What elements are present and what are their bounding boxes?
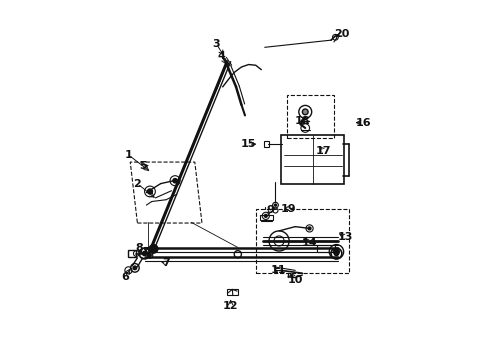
Text: 14: 14 [302, 238, 318, 248]
Bar [287, 95, 334, 138]
Circle shape [147, 189, 152, 194]
Text: 2: 2 [134, 179, 141, 189]
Text: 19: 19 [280, 204, 296, 214]
Circle shape [143, 251, 147, 256]
Text: 12: 12 [223, 301, 239, 311]
Circle shape [334, 251, 339, 256]
Text: 6: 6 [121, 272, 129, 282]
Circle shape [334, 249, 339, 255]
Text: 10: 10 [288, 275, 303, 285]
Text: 8: 8 [135, 243, 143, 253]
Text: 13: 13 [338, 232, 353, 242]
Text: 5: 5 [139, 161, 147, 171]
Text: 4: 4 [218, 51, 225, 61]
Text: 18: 18 [294, 116, 310, 126]
Bar [260, 215, 273, 220]
Text: 11: 11 [270, 265, 286, 275]
Text: 16: 16 [356, 118, 371, 128]
Text: 20: 20 [334, 29, 349, 39]
Text: 17: 17 [316, 146, 332, 156]
Text: 15: 15 [241, 139, 256, 149]
Text: 3: 3 [213, 39, 220, 49]
Text: 1: 1 [124, 150, 132, 160]
Circle shape [133, 266, 137, 270]
Circle shape [265, 215, 267, 217]
Circle shape [149, 254, 151, 256]
Bar [265, 141, 269, 147]
Bar [128, 250, 136, 257]
Circle shape [302, 109, 308, 115]
Bar [317, 244, 335, 252]
Text: 9: 9 [266, 206, 274, 216]
Bar [281, 135, 343, 184]
Circle shape [173, 179, 177, 183]
Circle shape [274, 204, 276, 206]
Text: 7: 7 [162, 258, 170, 268]
Circle shape [149, 244, 158, 253]
Bar [227, 289, 238, 296]
Circle shape [308, 227, 311, 230]
